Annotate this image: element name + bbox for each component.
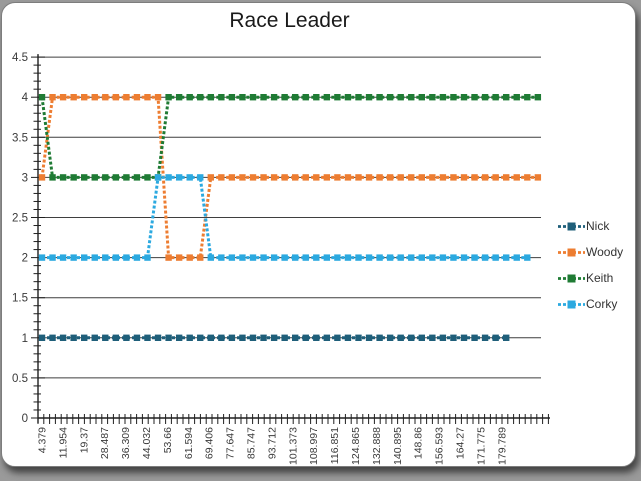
legend-swatch-keith xyxy=(558,274,585,283)
chart-plot-area: 0 0.5 1 1.5 2 2.5 3 3.5 4 4.5 4.379 11.954 19.37 28.4… xyxy=(12,52,550,465)
series-woody xyxy=(38,94,542,261)
x-axis-tick-label: 77.647 xyxy=(225,427,237,459)
x-axis-tick-label: 4.379 xyxy=(37,427,49,453)
x-axis-tick-label: 148.86 xyxy=(413,427,425,459)
x-axis-tick-label: 61.594 xyxy=(183,427,195,459)
y-axis-tick-label: 3 xyxy=(22,172,28,184)
y-axis-tick-label: 2.5 xyxy=(12,213,28,225)
gridlines xyxy=(38,56,541,379)
x-axis-tick-label: 124.865 xyxy=(350,427,362,465)
x-axis-tick-label: 28.487 xyxy=(99,427,111,459)
x-axis-tick-label: 101.373 xyxy=(287,427,299,465)
y-axis-tick-label: 3.5 xyxy=(12,132,28,144)
x-axis-tick-label: 44.032 xyxy=(141,427,153,459)
x-axis-tick-label: 11.954 xyxy=(57,427,69,458)
y-axis-labels: 0 0.5 1 1.5 2 2.5 3 3.5 4 4.5 xyxy=(12,52,29,425)
x-axis-tick-label: 85.747 xyxy=(246,427,258,459)
legend-item-woody: Woody xyxy=(558,246,623,259)
x-axis-labels: 4.379 11.954 19.37 28.487 36.309 44.032 53.66 6… xyxy=(37,427,509,465)
legend-swatch-nick xyxy=(558,222,585,231)
x-axis-tick-label: 171.775 xyxy=(475,427,487,465)
y-axis-tick-label: 2 xyxy=(22,253,28,265)
series-corky xyxy=(38,174,531,261)
x-axis-tick-label: 19.37 xyxy=(78,427,90,453)
chart-frame: Race Leader 0 0.5 1 1.5 2 2.5 3 3.5 4 4.5 4.379 11.… xyxy=(1,2,636,467)
legend-item-nick: Nick xyxy=(558,220,623,233)
legend-label: Nick xyxy=(586,219,610,233)
y-axis-tick-label: 1 xyxy=(22,333,28,345)
chart-title: Race Leader xyxy=(229,9,350,32)
y-axis-tick-label: 4 xyxy=(22,92,29,104)
x-axis-tick-label: 53.66 xyxy=(162,427,174,453)
legend-swatch-woody xyxy=(558,248,585,257)
x-axis-tick-label: 116.851 xyxy=(329,427,341,464)
y-axis-tick-label: 0 xyxy=(22,413,28,425)
x-axis-tick-label: 108.997 xyxy=(308,427,320,465)
series-line-corky xyxy=(42,175,528,260)
x-axis-tick-label: 140.895 xyxy=(392,427,404,465)
series-keith xyxy=(38,94,542,181)
series-markers-nick xyxy=(38,334,510,341)
legend: Nick Woody Keith Corky xyxy=(558,220,623,311)
x-axis-tick-label: 93.712 xyxy=(266,427,278,459)
x-axis-tick-label: 156.593 xyxy=(434,427,446,465)
x-axis-tick-label: 132.888 xyxy=(371,427,383,465)
x-axis-tick-label: 69.406 xyxy=(204,427,216,459)
x-axis-tick-label: 179.789 xyxy=(496,427,508,465)
axes xyxy=(37,54,550,423)
y-axis-tick-label: 0.5 xyxy=(12,373,28,385)
legend-label: Woody xyxy=(586,245,624,259)
y-axis-tick-label: 1.5 xyxy=(12,293,28,305)
series-markers-woody xyxy=(38,94,542,261)
legend-item-keith: Keith xyxy=(558,272,623,285)
series-markers-corky xyxy=(38,174,531,261)
series-nick xyxy=(38,334,510,341)
x-axis-tick-label: 164.27 xyxy=(455,427,467,459)
legend-item-corky: Corky xyxy=(558,298,623,311)
y-axis-tick-label: 4.5 xyxy=(12,52,28,64)
legend-label: Corky xyxy=(586,297,618,311)
x-axis-ticks xyxy=(37,414,549,424)
x-axis-tick-label: 36.309 xyxy=(120,427,132,459)
y-axis-ticks xyxy=(31,56,45,419)
legend-swatch-corky xyxy=(558,300,585,309)
series-markers-keith xyxy=(38,94,542,181)
legend-label: Keith xyxy=(586,271,614,285)
